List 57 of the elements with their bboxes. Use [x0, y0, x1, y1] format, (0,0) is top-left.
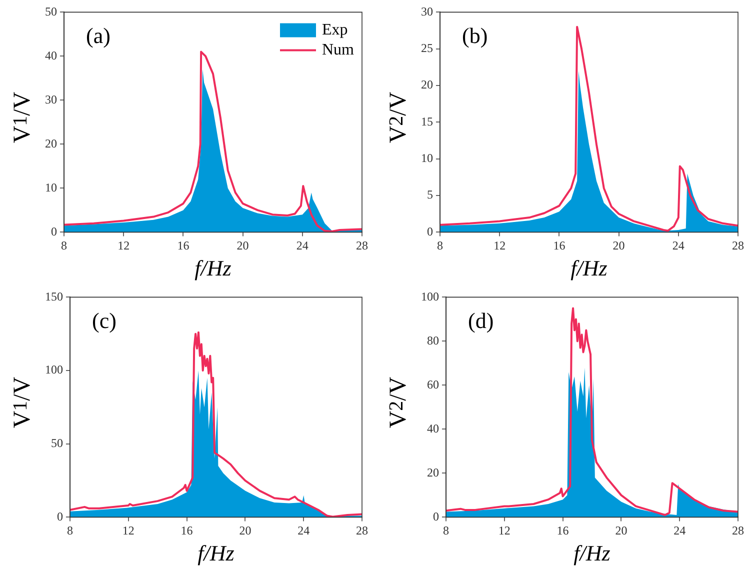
annotation: (b) — [462, 22, 488, 48]
y-tick-label: 10 — [45, 180, 57, 194]
x-axis-title: f/Hz — [198, 540, 235, 566]
y-tick-label: 25 — [421, 41, 433, 56]
y-tick-label: 20 — [427, 465, 439, 480]
legend-label: Exp — [322, 21, 348, 38]
x-tick-label: 12 — [118, 238, 130, 253]
y-tick-label: 50 — [51, 436, 63, 450]
y-tick-label: 0 — [433, 509, 439, 524]
x-tick-label: 12 — [498, 524, 510, 538]
x-axis-title: f/Hz — [570, 256, 608, 281]
y-tick-label: 100 — [45, 362, 63, 377]
x-tick-label: 24 — [298, 524, 310, 538]
y-tick-label: 30 — [421, 4, 433, 18]
x-tick-label: 20 — [236, 238, 249, 253]
y-tick-label: 0 — [427, 224, 433, 238]
x-tick-label: 16 — [177, 238, 190, 253]
x-tick-label: 8 — [67, 524, 73, 538]
x-tick-label: 12 — [494, 238, 506, 253]
x-tick-label: 16 — [180, 524, 193, 538]
x-tick-label: 28 — [356, 238, 368, 253]
legend-label: Num — [322, 41, 355, 58]
y-tick-label: 15 — [421, 114, 433, 128]
y-tick-label: 80 — [427, 333, 439, 348]
x-tick-label: 28 — [732, 238, 744, 253]
annotation: (a) — [86, 22, 110, 48]
x-tick-label: 16 — [556, 524, 569, 538]
x-tick-label: 24 — [674, 524, 686, 538]
y-tick-label: 60 — [427, 377, 439, 392]
y-tick-label: 30 — [45, 92, 57, 106]
y-tick-label: 20 — [45, 136, 57, 150]
x-tick-label: 8 — [61, 238, 67, 253]
x-tick-label: 24 — [672, 238, 684, 253]
x-tick-label: 8 — [443, 524, 449, 538]
y-tick-label: 0 — [51, 224, 57, 238]
x-tick-label: 12 — [122, 524, 134, 538]
y-tick-label: 40 — [427, 421, 439, 436]
y-tick-label: 150 — [45, 289, 63, 304]
x-tick-label: 20 — [239, 524, 252, 538]
x-tick-label: 28 — [732, 524, 744, 538]
annotation: (d) — [468, 308, 494, 333]
y-tick-label: 5 — [427, 188, 433, 202]
x-tick-label: 24 — [296, 238, 308, 253]
y-tick-label: 0 — [57, 509, 63, 524]
x-axis-title: f/Hz — [574, 540, 611, 566]
y-tick-label: 50 — [45, 4, 57, 18]
annotation: (c) — [92, 308, 116, 333]
x-tick-label: 20 — [612, 238, 625, 253]
x-axis-title: f/Hz — [194, 256, 232, 281]
y-tick-label: 10 — [421, 151, 433, 166]
x-tick-label: 28 — [356, 524, 368, 538]
y-tick-label: 100 — [421, 289, 439, 304]
x-tick-label: 16 — [553, 238, 566, 253]
y-tick-label: 20 — [421, 78, 433, 92]
y-tick-label: 40 — [45, 48, 57, 62]
x-tick-label: 8 — [437, 238, 443, 253]
x-tick-label: 20 — [615, 524, 628, 538]
